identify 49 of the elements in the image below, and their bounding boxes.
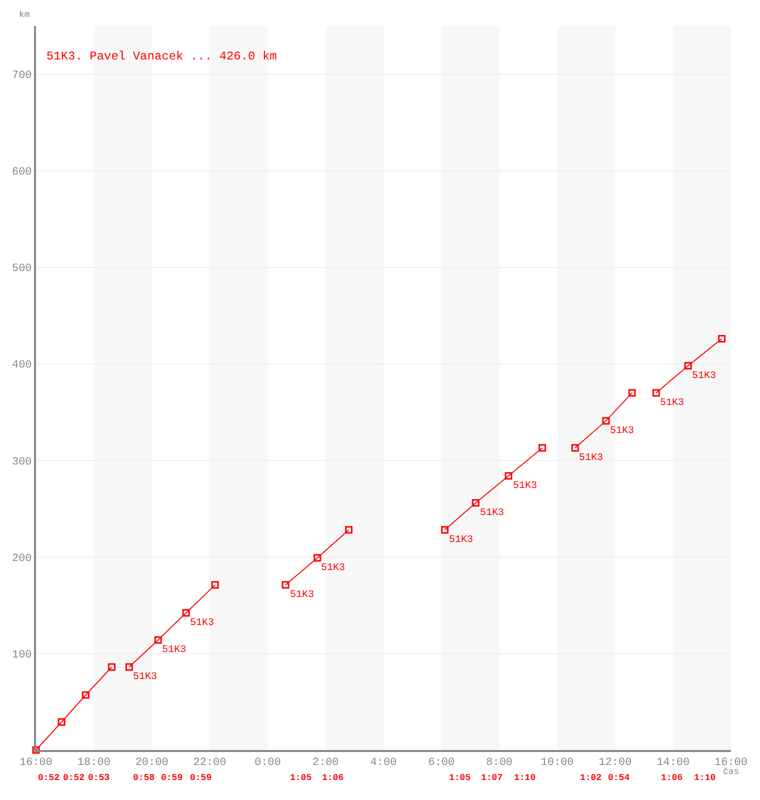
annotation: 51K3 <box>660 398 684 409</box>
annotation: 51K3 <box>579 453 604 464</box>
x-tick-label: 6:00 <box>428 757 455 770</box>
annotation: 51K3 <box>449 535 474 546</box>
text: 1:05 <box>449 773 471 783</box>
y-tick-label: 500 <box>12 263 32 276</box>
text: 1:05 <box>290 773 312 783</box>
text: 0:58 <box>133 773 155 783</box>
x-tick-label: 4:00 <box>370 757 397 770</box>
x-tick-label: 20:00 <box>135 757 168 770</box>
annotation: 51K3 <box>190 618 214 629</box>
text: 51K3. Pavel Vanacek ... 426.0 km <box>46 50 277 64</box>
x-tick-label: 18:00 <box>77 757 110 770</box>
x-tick-label: 8:00 <box>486 757 513 770</box>
text: 1:06 <box>322 773 344 783</box>
annotation: 51K3 <box>480 508 504 519</box>
y-axis-title: km <box>19 10 30 20</box>
annotation: 51K3 <box>321 563 346 574</box>
text: 0:52 <box>63 773 85 783</box>
y-tick-label: 200 <box>12 552 32 565</box>
text: 1:02 <box>580 773 602 783</box>
y-tick-label: 400 <box>12 360 32 372</box>
x-tick-label: 2:00 <box>312 757 339 770</box>
annotation: 51K3 <box>513 481 538 492</box>
y-tick-label: 300 <box>12 456 32 468</box>
y-tick-label: 600 <box>12 166 32 179</box>
x-tick-label: 0:00 <box>254 757 281 770</box>
text: 0:59 <box>161 773 183 783</box>
x-tick-label: 22:00 <box>193 757 226 770</box>
annotation: 51K3 <box>162 645 186 656</box>
text: 1:06 <box>661 773 683 783</box>
annotation: 51K3 <box>610 426 634 437</box>
y-tick-label: 700 <box>12 70 32 82</box>
text: 1:10 <box>694 773 716 783</box>
x-axis-title: čas <box>723 767 740 777</box>
x-tick-label: 16:00 <box>19 757 53 770</box>
x-tick-label: 10:00 <box>540 757 574 770</box>
text: 0:53 <box>88 773 110 783</box>
annotation: 51K3 <box>692 371 716 382</box>
text: 0:52 <box>38 773 60 783</box>
annotation: 51K3 <box>290 590 314 601</box>
annotation: 51K3 <box>133 672 158 683</box>
text: 0:54 <box>608 773 630 783</box>
text: 1:10 <box>514 773 536 783</box>
y-tick-label: 100 <box>12 649 32 662</box>
text: 1:07 <box>481 773 503 783</box>
x-tick-label: 14:00 <box>656 757 690 770</box>
x-tick-label: 12:00 <box>598 757 632 770</box>
text: 0:59 <box>190 773 212 783</box>
